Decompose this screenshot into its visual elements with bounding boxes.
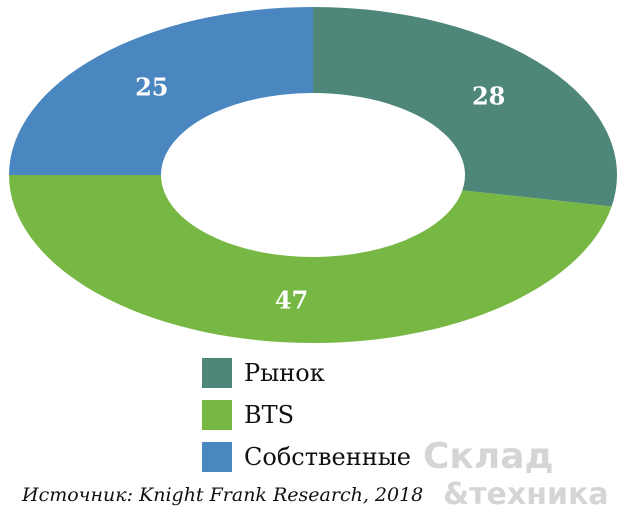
legend-swatch-bts	[202, 400, 232, 430]
legend-item-bts: BTS	[202, 394, 411, 436]
legend-label-rynok: Рынок	[244, 359, 325, 387]
watermark-line1: Склад	[423, 436, 554, 477]
source-note: Источник: Knight Frank Research, 2018	[22, 484, 424, 506]
slice-рынок	[313, 7, 617, 207]
legend-label-bts: BTS	[244, 401, 295, 429]
slice-value-label: 47	[275, 285, 308, 314]
slice-собственные	[9, 7, 313, 175]
watermark-line2: &техника	[443, 477, 609, 512]
legend-item-sobstvennye: Собственные	[202, 436, 411, 478]
slice-value-label: 28	[472, 81, 505, 110]
slice-bts	[8, 175, 612, 343]
legend-swatch-sobstvennye	[202, 442, 232, 472]
watermark-logo: Склад &техника	[423, 436, 609, 512]
legend-swatch-rynok	[202, 358, 232, 388]
legend: Рынок BTS Собственные	[202, 352, 411, 478]
slice-value-label: 25	[135, 73, 168, 102]
legend-item-rynok: Рынок	[202, 352, 411, 394]
donut-chart: 28 47 25	[8, 7, 617, 343]
legend-label-sobstvennye: Собственные	[244, 443, 411, 471]
